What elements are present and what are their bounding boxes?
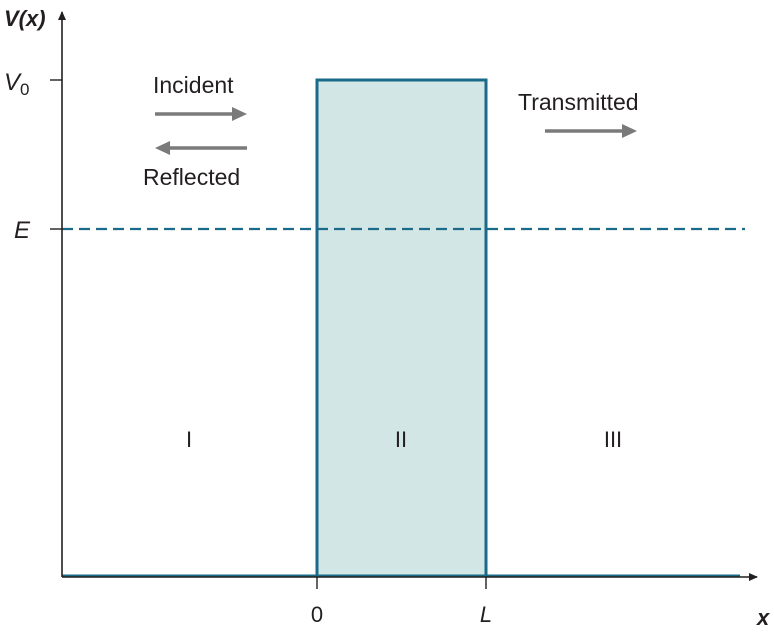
zero-label: 0	[311, 602, 323, 627]
region-2-label: II	[395, 427, 407, 452]
region-3-label: III	[604, 427, 622, 452]
region-1-label: I	[186, 427, 192, 452]
v0-label: V0	[4, 69, 29, 99]
y-axis-label: V(x)	[4, 6, 46, 31]
incident-label: Incident	[153, 72, 234, 98]
reflected-arrow-icon	[155, 141, 247, 155]
transmitted-arrow-icon	[545, 124, 637, 138]
transmitted-label: Transmitted	[518, 89, 639, 115]
x-axis-label: x	[756, 605, 770, 630]
incident-arrow-icon	[155, 107, 247, 121]
e-label: E	[14, 217, 31, 244]
reflected-label: Reflected	[143, 164, 240, 190]
barrier-region	[315, 78, 488, 578]
l-label: L	[480, 602, 492, 627]
